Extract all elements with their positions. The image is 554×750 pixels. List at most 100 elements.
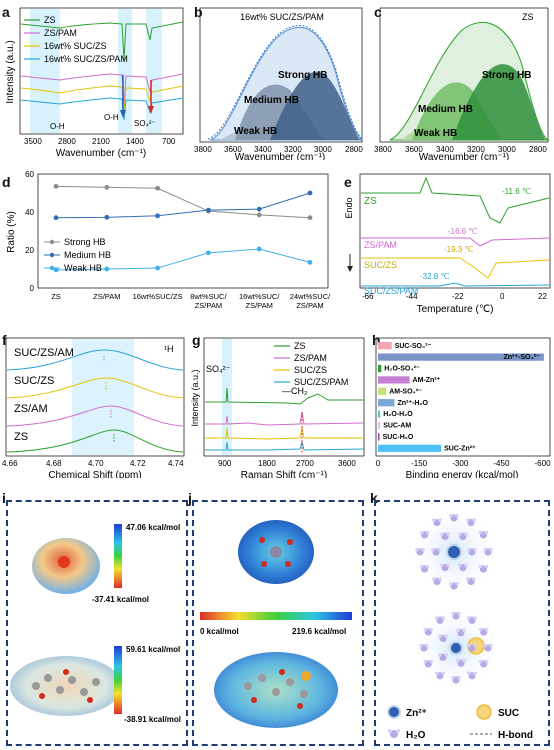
water-hydrogen xyxy=(440,532,444,536)
data-point xyxy=(155,265,161,271)
legend-entry: ZS/PAM xyxy=(294,353,327,363)
panel-i-letter: i xyxy=(2,490,6,506)
bar xyxy=(378,376,410,384)
water-hydrogen xyxy=(462,658,466,663)
panel-i-graphic: 47.06 kcal/mol -37.41 kcal/mol 59.61 kca… xyxy=(10,523,181,724)
x-axis-label: Raman Shift (cm⁻¹) xyxy=(241,470,327,478)
legend-entry: 16wt% SUC/ZS/PAM xyxy=(44,54,128,64)
bar-label: AM-Zn²⁺ xyxy=(413,377,441,384)
legend-entry: H-bond xyxy=(498,730,533,741)
panel-a-letter: a xyxy=(2,4,10,20)
panel-j-letter: j xyxy=(188,490,192,506)
tick-label: 2800 xyxy=(345,145,363,154)
water-hydrogen xyxy=(419,530,424,535)
bar-label: SUC-SO₄²⁻ xyxy=(395,343,432,350)
water-hydrogen xyxy=(484,627,489,632)
water-hydrogen xyxy=(467,547,471,552)
water-hydrogen xyxy=(472,577,476,581)
onset-temp: -11.6 ℃ xyxy=(502,187,531,196)
data-point xyxy=(53,215,59,221)
x-tick-label: 24wt%SUC/ xyxy=(290,292,331,301)
panel-k-letter: k xyxy=(370,490,378,506)
y-axis-label: Intensity (a.u.) xyxy=(190,369,200,426)
tick-label: 4.70 xyxy=(88,459,104,468)
suc-esp-surface xyxy=(10,656,122,716)
zn-ion xyxy=(446,544,462,560)
water-hydrogen xyxy=(484,530,489,535)
x-tick-label: ZS/PAM xyxy=(93,292,120,301)
x-ticks: ZS ZS/PAM 16wt%SUC/ZS 8wt%SUC/ZS/PAM16wt%SU… xyxy=(51,292,331,310)
onset-temp: -19.3 ℃ xyxy=(444,245,473,254)
onset-temp: -16.6 ℃ xyxy=(448,227,477,236)
bar-label: H₂O-SO₄²⁻ xyxy=(384,366,420,373)
water-hydrogen xyxy=(446,563,450,567)
water-hydrogen xyxy=(423,659,428,664)
water-hydrogen xyxy=(423,627,428,632)
bar xyxy=(378,421,381,430)
water-hydrogen xyxy=(457,611,461,616)
water-hydrogen xyxy=(438,518,442,522)
water-hydrogen xyxy=(472,518,476,522)
tick-label: 3800 xyxy=(374,145,392,154)
x-tick-label: 0 xyxy=(376,459,381,468)
water-hydrogen xyxy=(489,643,493,648)
tick-label: 3200 xyxy=(284,145,302,154)
water-hydrogen xyxy=(458,563,462,567)
water-hydrogen xyxy=(432,518,436,522)
peak-label-strong: Strong HB xyxy=(278,70,327,81)
water-hydrogen xyxy=(429,627,434,632)
esp-max: 47.06 kcal/mol xyxy=(126,523,180,532)
scale-min: 0 kcal/mol xyxy=(200,627,239,636)
data-point xyxy=(307,215,313,221)
panel-c-letter: c xyxy=(374,4,382,20)
data-point xyxy=(256,246,262,252)
water-hydrogen xyxy=(435,615,439,620)
tick-label: 2800 xyxy=(58,137,76,146)
bar-label: SUC-H₂O xyxy=(383,434,414,441)
water-shell xyxy=(415,513,493,590)
tick-label: 3500 xyxy=(24,137,42,146)
water-hydrogen xyxy=(457,675,461,680)
water-hydrogen xyxy=(473,643,477,648)
data-point xyxy=(307,259,313,265)
tick-label: 2100 xyxy=(92,137,110,146)
water-hydrogen xyxy=(444,634,448,638)
tick-label: 4.74 xyxy=(168,459,184,468)
water-hydrogen xyxy=(444,653,448,657)
water-hydrogen xyxy=(425,530,430,535)
water-hydrogen xyxy=(431,547,435,552)
tick-label: 900 xyxy=(218,459,232,468)
tick-label: 3400 xyxy=(436,145,454,154)
curve-label: SUC/ZS/PAM xyxy=(364,286,418,296)
tick-label: 3000 xyxy=(498,145,516,154)
panel-i-box xyxy=(6,500,188,746)
water-hydrogen xyxy=(467,671,471,676)
data-point xyxy=(206,250,211,256)
zn-ion xyxy=(449,641,463,655)
esp-colorbar xyxy=(114,646,122,714)
data-point xyxy=(104,266,110,272)
water-hydrogen xyxy=(455,513,459,518)
tick-label: 2800 xyxy=(529,145,547,154)
water-hydrogen xyxy=(429,659,434,664)
peak-label-weak: Weak HB xyxy=(414,128,457,139)
water-hydrogen xyxy=(435,671,439,676)
water-hydrogen xyxy=(462,628,466,633)
panel-c-chart: ZS Strong HB Medium HB Weak HB 3800 3600… xyxy=(374,7,550,160)
water-hydrogen xyxy=(473,547,477,552)
tick-label: -44 xyxy=(406,292,418,301)
bar-label: SUC-Zn²⁺ xyxy=(444,445,476,452)
water-hydrogen xyxy=(441,671,445,676)
curve-label: ZS xyxy=(14,431,28,443)
legend-entry: H₂O xyxy=(406,730,426,741)
bar-label: H₂O-H₂O xyxy=(383,411,413,418)
series-line xyxy=(55,192,311,219)
water-hydrogen xyxy=(438,634,442,638)
esp-min: -38.91 kcal/mol xyxy=(124,715,181,724)
tick-label: 0 xyxy=(500,292,505,301)
tick-label: 4.66 xyxy=(2,459,18,468)
curve-label: SUC/ZS xyxy=(364,260,397,270)
water-hydrogen xyxy=(489,547,493,552)
data-point xyxy=(256,206,262,212)
x-axis-label: Binding energy (kcal/mol) xyxy=(406,470,519,478)
